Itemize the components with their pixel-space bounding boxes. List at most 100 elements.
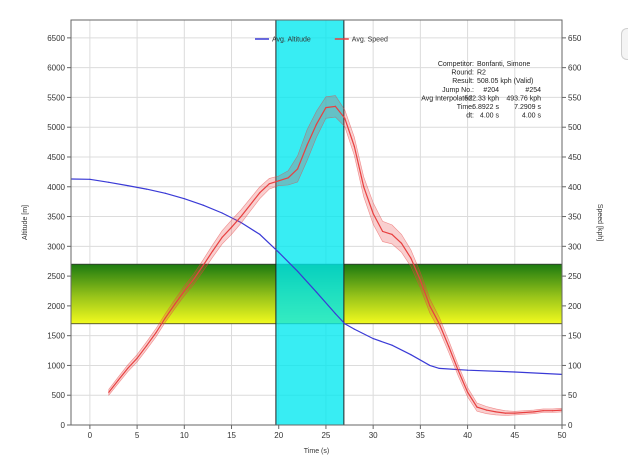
y-right-tick-label: 0 — [568, 421, 573, 430]
avg-altitude-point — [297, 270, 299, 272]
avg-speed-point — [372, 212, 374, 215]
y-left-tick-label: 1500 — [47, 332, 65, 341]
avg-speed-point — [306, 144, 308, 146]
avg-speed-point — [155, 332, 157, 334]
avg-speed-point — [297, 168, 299, 170]
info-value: 7.2909 s — [514, 104, 541, 111]
info-label: Avg Interpolated: — [421, 95, 474, 102]
legend-label: Avg. Altitude — [272, 37, 311, 44]
avg-speed-point — [325, 106, 327, 109]
y-right-tick-label: 50 — [568, 391, 577, 400]
x-tick-label: 25 — [321, 431, 330, 440]
info-label: Jump No.: — [442, 87, 474, 94]
avg-altitude-point — [466, 369, 469, 371]
avg-altitude-point — [514, 371, 516, 373]
avg-speed-point — [221, 236, 223, 238]
avg-speed-point — [183, 290, 185, 292]
y-left-tick-label: 5000 — [47, 123, 65, 132]
avg-speed-point — [476, 406, 478, 408]
avg-speed-point — [174, 303, 176, 305]
avg-speed-point — [495, 411, 497, 413]
x-tick-label: 45 — [510, 431, 519, 440]
info-label: dt: — [466, 113, 474, 120]
x-tick-label: 20 — [274, 431, 283, 440]
avg-altitude-point — [438, 367, 440, 370]
avg-altitude-point — [145, 188, 148, 190]
info-label: Time: — [457, 104, 474, 111]
x-axis-title: Time (s) — [304, 448, 329, 455]
avg-altitude-point — [372, 338, 374, 340]
y-right-tick-label: 350 — [568, 213, 582, 222]
avg-speed-point — [344, 117, 346, 119]
y-left-tick-label: 500 — [52, 391, 66, 400]
avg-speed-point — [400, 242, 403, 244]
x-tick-label: 5 — [135, 431, 140, 440]
y-left-tick-label: 0 — [61, 421, 66, 430]
info-value: Bonfanti, Simone — [477, 61, 530, 68]
y-right-tick-label: 650 — [568, 34, 582, 43]
info-label: Result: — [452, 78, 474, 85]
avg-speed-point — [438, 323, 440, 325]
y-left-tick-label: 3000 — [47, 242, 65, 251]
avg-speed-point — [230, 226, 233, 228]
avg-altitude-point — [202, 204, 204, 206]
avg-speed-point — [127, 367, 129, 370]
avg-altitude-point — [334, 313, 336, 315]
y-left-tick-label: 2000 — [47, 302, 65, 311]
info-value: #204 — [483, 87, 499, 94]
ticks: 0 5 10 15 20 25 30 35 40 45 5005001000150020002500… — [47, 34, 582, 440]
y-left-tick-label: 5500 — [47, 93, 65, 102]
series-layer — [71, 95, 562, 416]
avg-speed-point — [240, 215, 242, 218]
avg-speed-spread-band — [108, 95, 562, 416]
avg-speed-point — [193, 278, 195, 280]
legend: Avg. Altitude Avg. Speed — [255, 37, 388, 44]
avg-altitude-point — [108, 181, 110, 183]
avg-speed-point — [363, 186, 365, 188]
avg-speed-point — [514, 412, 516, 414]
y-right-tick-label: 300 — [568, 242, 582, 251]
info-value: R2 — [477, 70, 486, 77]
avg-speed-point — [551, 410, 554, 412]
avg-speed-point — [145, 345, 148, 347]
avg-speed-point — [523, 411, 525, 414]
avg-altitude-point — [344, 323, 346, 325]
avg-speed-point — [381, 230, 384, 233]
time-window — [275, 19, 345, 426]
y-left-tick-label: 4500 — [47, 153, 65, 162]
avg-speed-point — [353, 145, 355, 147]
info-value: #254 — [525, 87, 541, 94]
y-right-tick-label: 250 — [568, 272, 582, 281]
avg-altitude-point — [183, 198, 185, 200]
y-left-tick-label: 4000 — [47, 183, 65, 192]
avg-altitude-point — [278, 251, 280, 253]
x-tick-label: 30 — [369, 431, 378, 440]
info-value: 493.76 kph — [506, 95, 541, 102]
info-value: 4.00 s — [522, 113, 542, 120]
x-tick-label: 15 — [227, 431, 236, 440]
x-tick-label: 40 — [463, 431, 472, 440]
avg-speed-point — [419, 279, 421, 281]
avg-altitude-point — [429, 364, 431, 367]
panel-edge-handle[interactable] — [621, 28, 628, 60]
avg-speed-point — [249, 204, 252, 206]
avg-speed-point — [164, 317, 167, 319]
avg-speed-point — [466, 391, 469, 393]
avg-speed-point — [504, 412, 506, 414]
avg-speed-point — [278, 180, 280, 182]
avg-speed-point — [334, 105, 336, 107]
avg-altitude-point — [410, 354, 412, 356]
info-label: Round: — [451, 70, 474, 77]
avg-speed-point — [542, 410, 544, 412]
avg-speed-point — [533, 411, 535, 413]
y-left-tick-label: 2500 — [47, 272, 65, 281]
avg-speed-point — [259, 192, 261, 194]
y-right-tick-label: 400 — [568, 183, 582, 192]
y-right-tick-label: 150 — [568, 332, 582, 341]
avg-speed-point — [391, 233, 393, 236]
avg-altitude-point — [391, 344, 393, 346]
avg-altitude-point — [259, 233, 261, 236]
